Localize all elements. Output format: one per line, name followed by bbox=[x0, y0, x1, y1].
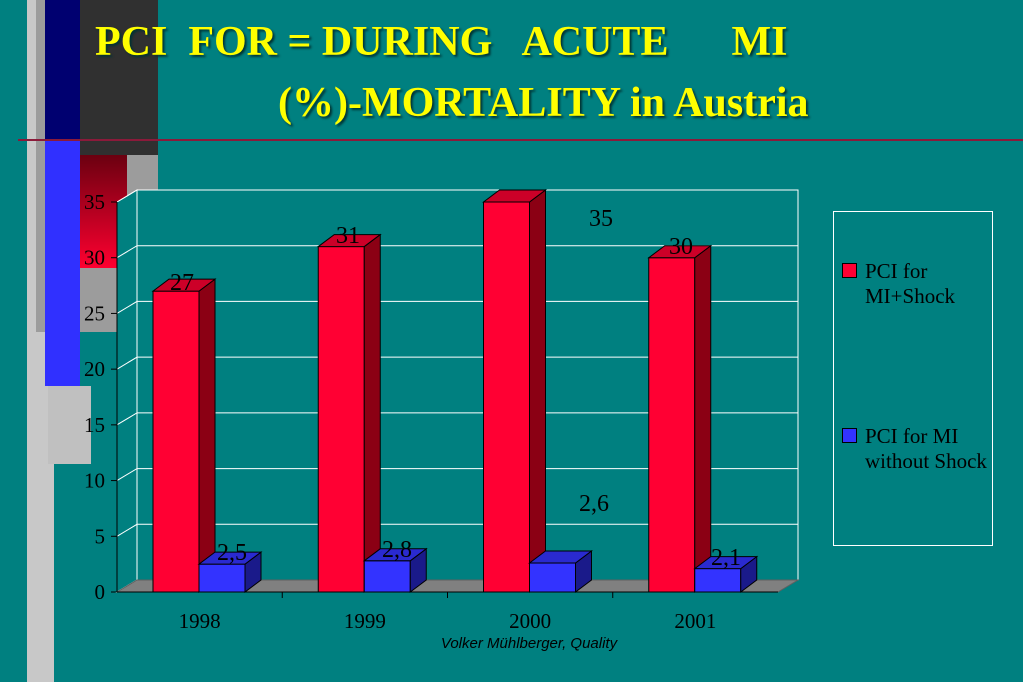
data-label-shock: 31 bbox=[336, 223, 360, 249]
bar-side-face bbox=[198, 278, 216, 593]
bar-top-face bbox=[693, 556, 759, 570]
bar-side-face bbox=[694, 244, 712, 593]
bar-top-face bbox=[151, 278, 217, 292]
bar-top-face bbox=[197, 551, 263, 565]
x-tick-label: 1999 bbox=[344, 609, 386, 633]
x-tick-label: 2001 bbox=[674, 609, 716, 633]
bar-shock bbox=[317, 246, 365, 593]
bar-top-face bbox=[362, 548, 428, 562]
data-label-shock: 27 bbox=[170, 270, 194, 296]
decor-block-blue bbox=[45, 140, 80, 386]
y-tick-label: 5 bbox=[95, 524, 106, 548]
legend-label-shock: PCI for MI+Shock bbox=[865, 259, 956, 308]
y-tick-label: 0 bbox=[95, 580, 106, 604]
y-tick-label: 15 bbox=[84, 413, 105, 437]
bar-shock bbox=[483, 201, 530, 593]
bar-no-shock bbox=[529, 562, 576, 593]
decor-block-lightgray bbox=[48, 386, 91, 464]
title-divider bbox=[18, 139, 1023, 141]
x-tick-label: 2000 bbox=[509, 609, 551, 633]
gridline bbox=[116, 245, 798, 259]
legend-item-no-shock: PCI for MI without Shock bbox=[842, 424, 995, 474]
bar-top-face bbox=[316, 234, 382, 248]
data-label-shock: 30 bbox=[669, 234, 693, 260]
bar-no-shock bbox=[694, 568, 742, 593]
slide-title-line1: PCI FOR = DURING ACUTE MI bbox=[95, 19, 788, 65]
y-tick-label: 10 bbox=[84, 469, 105, 493]
bar-shock bbox=[648, 257, 696, 593]
gridline bbox=[116, 189, 798, 203]
legend-item-shock: PCI for MI+Shock bbox=[842, 259, 995, 309]
bar-side-face bbox=[363, 233, 381, 593]
plot-side-wall bbox=[116, 189, 138, 593]
slide-footer: Volker Mühlberger, Quality bbox=[440, 635, 618, 652]
data-label-shock: 35 bbox=[589, 206, 613, 232]
gridline bbox=[116, 523, 798, 537]
chart-legend: PCI for MI+Shock PCI for MI without Shoc… bbox=[833, 211, 993, 546]
x-tick-label: 1998 bbox=[179, 609, 221, 633]
slide-title-line2: (%)-MORTALITY in Austria bbox=[278, 80, 809, 126]
gridline bbox=[116, 300, 798, 314]
data-label-no-shock: 2,8 bbox=[382, 537, 412, 563]
data-label-no-shock: 2,5 bbox=[217, 540, 247, 566]
decor-block-navy bbox=[45, 0, 80, 140]
y-tick-label: 30 bbox=[84, 246, 105, 270]
bar-no-shock bbox=[198, 563, 246, 593]
bar-shock bbox=[152, 290, 200, 593]
bar-top-face bbox=[482, 189, 547, 203]
legend-swatch-shock bbox=[842, 263, 857, 278]
bar-no-shock bbox=[363, 560, 411, 593]
data-label-no-shock: 2,6 bbox=[579, 491, 609, 517]
gridline bbox=[116, 356, 798, 370]
y-tick-label: 25 bbox=[84, 301, 105, 325]
gridline bbox=[116, 412, 798, 426]
bar-top-face bbox=[647, 245, 713, 259]
bar-side-face bbox=[529, 189, 546, 593]
legend-label-no-shock: PCI for MI without Shock bbox=[865, 424, 987, 473]
legend-swatch-no-shock bbox=[842, 428, 857, 443]
y-tick-label: 20 bbox=[84, 357, 105, 381]
bar-top-face bbox=[528, 550, 593, 564]
y-tick-label: 35 bbox=[84, 190, 105, 214]
gridline bbox=[116, 468, 798, 482]
data-label-no-shock: 2,1 bbox=[711, 545, 741, 571]
